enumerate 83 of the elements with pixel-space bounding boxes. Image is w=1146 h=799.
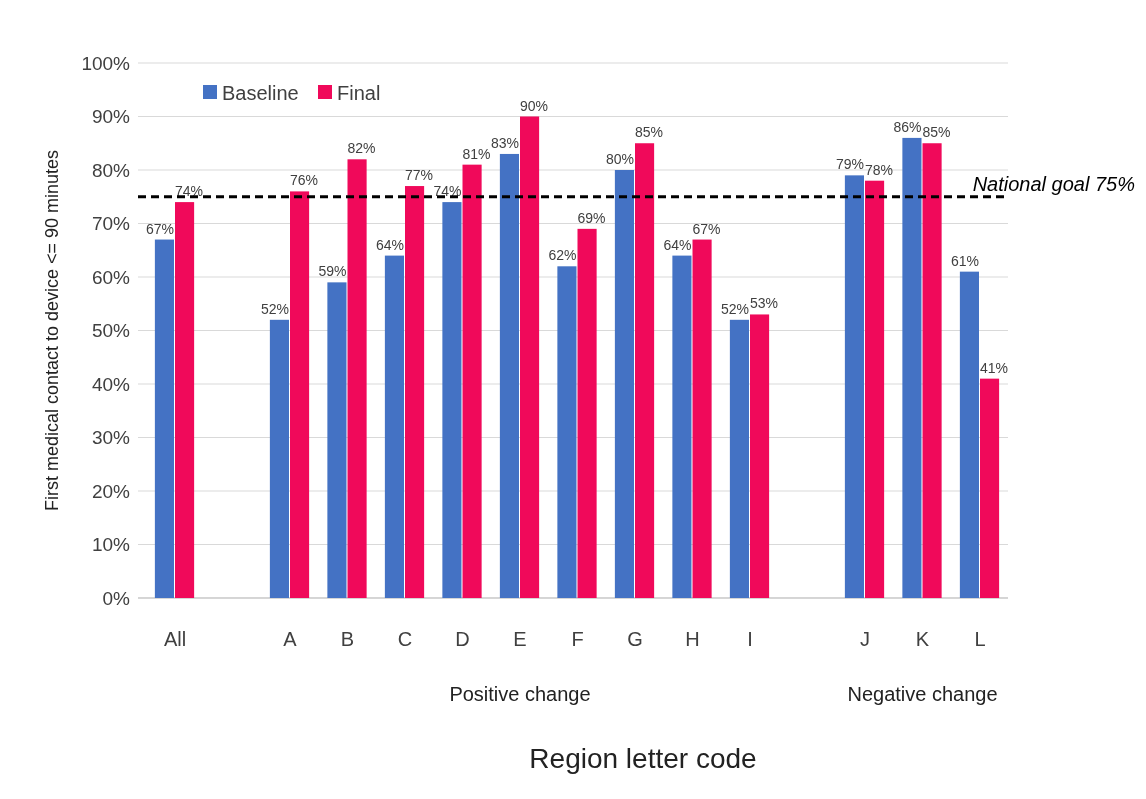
data-label: 69% (577, 209, 606, 226)
data-label: 85% (635, 124, 664, 141)
y-tick-label: 20% (91, 480, 131, 502)
y-axis-title: First medical contact to device <= 90 minutes (42, 149, 62, 512)
data-label: 81% (462, 145, 491, 162)
x-tick-label: G (627, 628, 643, 650)
data-label: 41% (980, 359, 1009, 376)
data-label: 78% (865, 161, 894, 178)
bar (290, 191, 310, 598)
y-tick-label: 40% (91, 373, 131, 395)
bar (405, 186, 425, 598)
data-label: 61% (950, 252, 979, 269)
data-label: 86% (893, 118, 922, 135)
data-label: 77% (405, 167, 434, 184)
x-tick-label: I (747, 628, 753, 650)
bar (269, 319, 289, 598)
x-tick-label: J (860, 628, 870, 650)
bar (692, 239, 712, 598)
y-tick-label: 10% (91, 534, 131, 556)
bar (327, 282, 347, 598)
bar (577, 228, 597, 598)
bar (462, 164, 482, 598)
data-label: 85% (922, 124, 951, 141)
data-label: 64% (375, 236, 404, 253)
ref-line-label: National goal 75% (972, 172, 1135, 195)
data-label: 74% (433, 183, 462, 200)
x-tick-label: L (974, 628, 986, 650)
bar (980, 378, 1000, 598)
y-tick-label: 0% (102, 587, 131, 609)
data-label: 53% (750, 295, 779, 312)
data-label: 64% (663, 236, 692, 253)
y-tick-label: 100% (81, 52, 131, 74)
x-tick-label: All (163, 628, 187, 650)
x-tick-label: C (397, 628, 413, 650)
bar (635, 143, 655, 598)
data-label: 67% (692, 220, 721, 237)
legend-label: Baseline (222, 82, 299, 104)
bar (959, 271, 979, 598)
legend-label: Final (337, 82, 381, 104)
y-tick-label: 70% (91, 213, 131, 235)
bar (614, 170, 634, 598)
x-tick-label: B (340, 628, 355, 650)
x-tick-label: E (513, 628, 527, 650)
data-label: 59% (318, 263, 347, 280)
data-label: 52% (260, 300, 289, 317)
data-label: 82% (347, 140, 376, 157)
data-label: 83% (490, 134, 519, 151)
x-tick-label: F (571, 628, 584, 650)
bar (729, 319, 749, 598)
bar (922, 143, 942, 598)
bar (347, 159, 367, 598)
bar (902, 137, 922, 598)
bar (154, 239, 174, 598)
bar (844, 175, 864, 598)
y-tick-label: 60% (91, 266, 131, 288)
data-label: 76% (290, 172, 319, 189)
bar (557, 266, 577, 598)
x-axis-title: Region letter code (529, 743, 757, 774)
data-label: 67% (145, 220, 174, 237)
text: Positive change (449, 683, 591, 705)
bar (865, 180, 885, 598)
data-label: 79% (835, 156, 864, 173)
y-tick-label: 80% (91, 159, 131, 181)
data-label: 80% (605, 151, 634, 167)
y-tick-label: 50% (91, 320, 131, 342)
text: Negative change (847, 683, 998, 705)
bar (499, 153, 519, 598)
x-tick-label: D (455, 628, 470, 650)
bar (672, 255, 692, 598)
x-tick-label: H (685, 628, 700, 650)
x-tick-label: A (283, 628, 298, 650)
y-tick-label: 30% (91, 427, 131, 449)
bar (175, 202, 195, 598)
data-label: 52% (720, 300, 749, 317)
y-tick-label: 90% (91, 106, 131, 128)
x-tick-label: K (915, 628, 930, 650)
bar (750, 314, 770, 598)
bar (384, 255, 404, 598)
data-label: 90% (520, 97, 549, 114)
bar (442, 202, 462, 598)
data-label: 62% (548, 247, 577, 264)
data-label: 74% (175, 183, 204, 200)
bar (520, 116, 540, 598)
